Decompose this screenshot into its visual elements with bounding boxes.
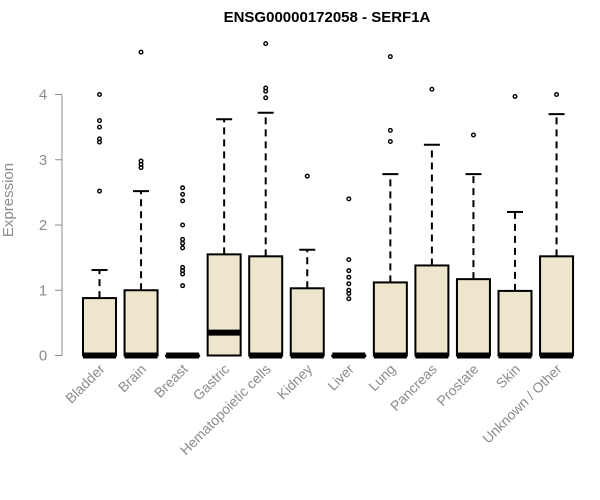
outlier-point [346, 268, 352, 274]
y-axis: 0 1 2 3 4 [39, 87, 63, 365]
outlier-point [470, 132, 476, 138]
box-group [165, 185, 201, 359]
outlier-point [387, 138, 393, 144]
box-group [289, 173, 325, 359]
x-tick-label: Bladder [62, 361, 108, 407]
outlier-point [96, 91, 102, 97]
outlier-point [96, 188, 102, 194]
outlier-point [346, 274, 352, 280]
box-group [206, 118, 242, 357]
outlier-point [387, 127, 393, 133]
box-group [539, 91, 575, 359]
outlier-point [554, 91, 560, 97]
x-tick-label: Brain [115, 361, 149, 395]
box-group [414, 86, 450, 359]
box-group [82, 91, 117, 359]
outlier-point [263, 95, 269, 101]
outlier-point [304, 173, 310, 179]
outlier-point [138, 165, 144, 171]
outlier-point [180, 245, 186, 251]
outlier-point [346, 296, 352, 302]
outlier-point [180, 191, 186, 197]
outlier-point [429, 86, 435, 92]
outlier-point [180, 271, 186, 277]
outlier-point [387, 54, 393, 60]
box-rect [372, 281, 408, 357]
box-group [248, 41, 284, 359]
box-group [123, 49, 159, 359]
outlier-point [346, 291, 352, 297]
outlier-point [346, 196, 352, 202]
box-group [331, 196, 367, 359]
x-tick-label: Unknown / Other [479, 361, 565, 447]
box-rect [414, 264, 450, 357]
box-group [497, 93, 533, 359]
box-rect [289, 287, 325, 357]
outlier-point [138, 49, 144, 55]
y-tick-label: 4 [39, 87, 47, 104]
x-tick-label: Breast [151, 361, 191, 401]
chart-title: ENSG00000172058 - SERF1A [224, 9, 431, 26]
y-axis-label: Expression [0, 163, 17, 237]
x-tick-label: Liver [324, 361, 357, 394]
outlier-point [180, 240, 186, 246]
outlier-point [180, 198, 186, 204]
box-rect [248, 255, 284, 357]
outlier-point [180, 283, 186, 289]
outlier-point [346, 257, 352, 263]
outlier-point [263, 88, 269, 94]
box-rect [455, 278, 491, 357]
x-tick-label: Kidney [274, 361, 316, 403]
y-tick-label: 3 [39, 152, 47, 169]
box-rect [82, 297, 117, 357]
box-rect [497, 289, 533, 357]
y-tick-label: 1 [39, 282, 47, 299]
outlier-point [180, 185, 186, 191]
y-tick-label: 0 [39, 348, 47, 365]
outlier-point [96, 124, 102, 130]
box-group [372, 54, 408, 359]
x-tick-label: Skin [493, 361, 524, 392]
box-rect [206, 253, 242, 357]
y-tick-label: 2 [39, 217, 47, 234]
outlier-point [180, 236, 186, 242]
boxes-layer [82, 41, 575, 359]
outlier-point [96, 118, 102, 124]
outlier-point [180, 222, 186, 228]
box-group [455, 132, 491, 359]
x-tick-label: Prostate [433, 361, 481, 409]
box-rect [539, 255, 575, 357]
box-rect [123, 289, 159, 357]
outlier-point [263, 41, 269, 47]
outlier-point [96, 139, 102, 145]
outlier-point [346, 281, 352, 287]
outlier-point [512, 93, 518, 99]
x-tick-label: Lung [365, 361, 398, 394]
